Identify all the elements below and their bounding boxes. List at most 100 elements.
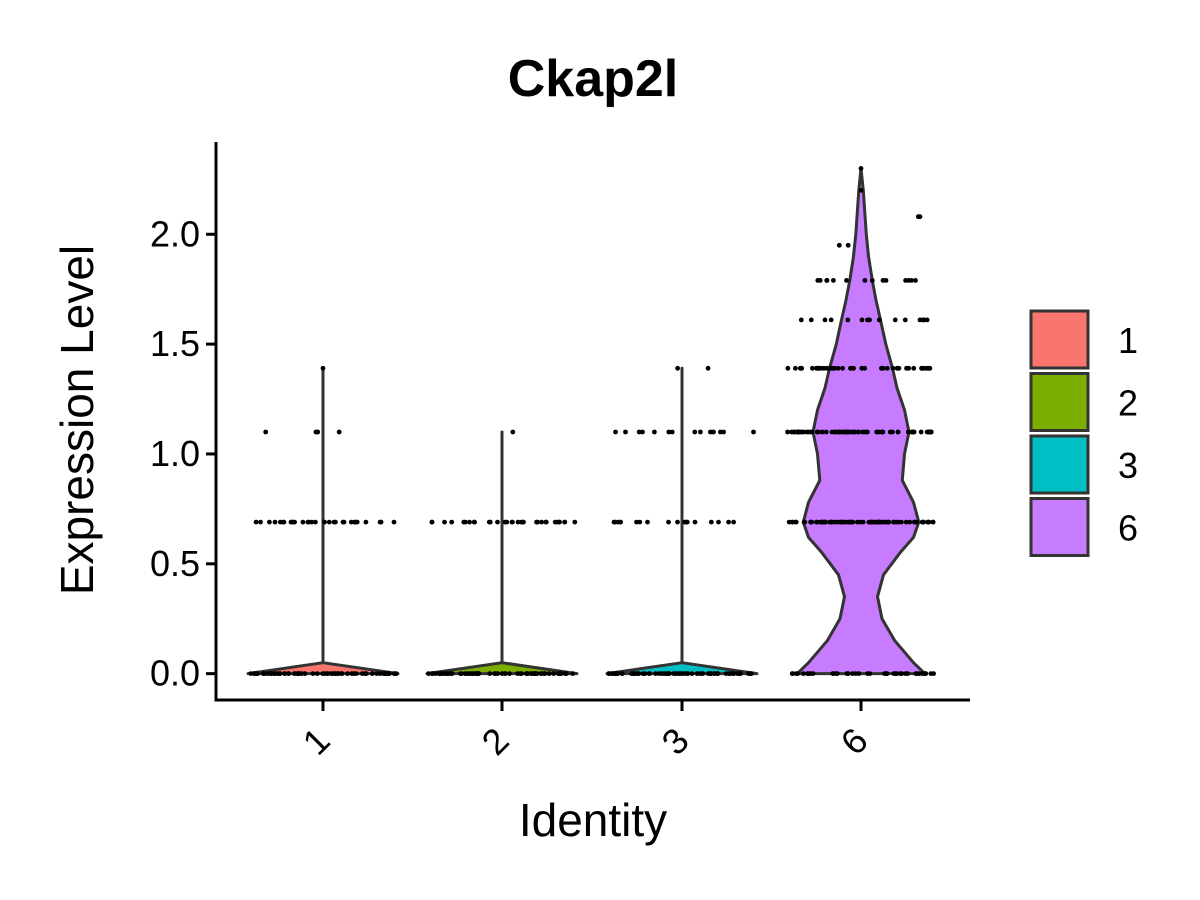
data-point [872,519,878,525]
data-point [823,429,829,435]
data-point [913,278,918,283]
data-point [543,519,549,525]
data-point [814,429,820,435]
data-point [300,519,306,525]
y-tick-label: 1.0 [150,433,200,474]
data-point [313,519,318,525]
data-point [684,519,690,525]
data-point [919,519,925,525]
data-point [336,429,342,435]
data-point [835,365,841,371]
data-point [727,671,733,676]
data-point [546,671,552,676]
data-point [467,519,472,525]
x-tick-label: 3 [654,720,697,763]
data-point [793,365,798,371]
data-point [789,671,795,676]
data-point [504,519,510,525]
data-point [912,519,917,525]
data-point [882,671,887,676]
data-point [476,671,481,676]
data-point [867,317,872,323]
data-point [429,519,435,525]
data-point [845,429,851,435]
data-point [828,317,834,323]
data-point [320,671,326,676]
data-point [261,671,266,676]
data-point [692,429,698,435]
data-point [613,429,618,435]
x-tick-label: 1 [295,720,338,763]
data-point [808,317,814,323]
data-point [369,671,375,676]
data-point [708,671,714,676]
data-point [486,519,492,525]
data-point [685,671,690,676]
data-point [468,671,474,676]
data-point [906,365,912,371]
data-point [393,671,399,676]
data-point [272,671,278,676]
legend-key-2 [1029,372,1090,432]
data-point [374,671,380,676]
data-point [675,519,680,525]
data-point [806,671,811,676]
data-point [810,671,816,676]
data-point [353,519,359,525]
data-point [698,429,703,435]
data-point [853,671,859,676]
data-point [673,671,678,676]
data-point [341,519,347,525]
legend-key-6 [1029,497,1090,557]
data-point [462,671,468,676]
data-point [333,519,338,525]
data-point [735,671,740,676]
legend-label: 2 [1118,383,1138,424]
data-point [851,365,856,371]
data-point [652,429,657,435]
data-point [792,429,797,435]
data-point [715,671,721,676]
data-point [926,519,932,525]
data-point [495,519,500,525]
data-point [892,317,898,323]
data-point [876,429,881,435]
data-point [919,365,925,371]
data-point [880,278,886,283]
data-point [903,278,908,283]
data-point [801,671,806,676]
data-point [564,671,569,676]
data-point [542,671,547,676]
data-point [255,671,260,676]
data-point [525,671,531,676]
data-point [325,671,330,676]
data-point [793,671,799,676]
data-point [785,429,790,435]
data-point [459,671,464,676]
data-point [689,671,695,676]
data-point [790,519,795,525]
data-point [634,519,639,525]
data-point [723,671,729,676]
data-point [798,317,804,323]
data-point [692,519,698,525]
data-point [338,671,344,676]
data-point [876,317,882,323]
chart-title: Ckap2l [508,50,679,108]
data-point [562,519,567,525]
data-point [824,278,830,283]
data-point [858,187,864,193]
y-axis-label: Expression Level [51,245,103,595]
data-point [820,429,825,435]
data-point [535,519,540,525]
x-tick-label: 2 [474,720,517,763]
x-axis-ticks: 1 2 3 6 [295,700,876,763]
data-point [463,519,468,525]
data-point [708,429,713,435]
data-point [640,429,645,435]
data-point [290,519,296,525]
data-point [552,519,558,525]
data-point [899,519,904,525]
legend: 1 2 3 6 [1029,309,1138,557]
data-point [907,519,913,525]
